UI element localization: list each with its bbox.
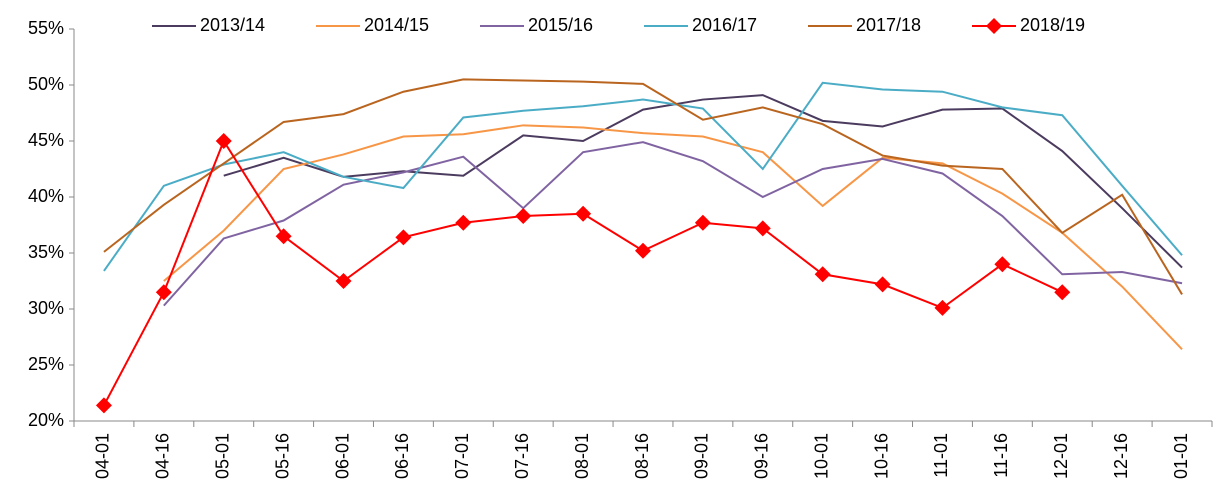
point-marker xyxy=(395,229,412,246)
y-tick-label: 30% xyxy=(28,298,64,318)
series-line xyxy=(163,141,1183,307)
y-tick-label: 20% xyxy=(28,410,64,430)
x-tick-label: 05-16 xyxy=(272,433,292,479)
y-tick-label: 55% xyxy=(28,18,64,38)
legend-label: 2014/15 xyxy=(364,15,429,35)
point-marker xyxy=(814,266,831,283)
x-tick-label: 12-16 xyxy=(1111,433,1131,479)
x-tick-label: 05-01 xyxy=(212,433,232,479)
x-tick-label: 10-16 xyxy=(871,433,891,479)
point-marker xyxy=(455,214,472,231)
legend-label: 2015/16 xyxy=(528,15,593,35)
x-tick-label: 11-16 xyxy=(991,433,1011,478)
point-marker xyxy=(575,205,592,222)
x-tick-label: 06-16 xyxy=(392,433,412,479)
series-line xyxy=(103,78,1183,295)
x-tick-label: 08-01 xyxy=(572,433,592,479)
series-line xyxy=(103,138,1063,406)
legend-label: 2017/18 xyxy=(856,15,921,35)
point-marker xyxy=(934,299,951,316)
point-marker xyxy=(994,256,1011,273)
x-tick-label: 11-01 xyxy=(931,433,951,478)
x-tick-label: 06-01 xyxy=(332,433,352,479)
x-tick-label: 04-01 xyxy=(93,433,113,479)
legend-label: 2018/19 xyxy=(1020,15,1085,35)
x-tick-label: 08-16 xyxy=(632,433,652,479)
legend-label: 2016/17 xyxy=(692,15,757,35)
x-tick-label: 12-01 xyxy=(1051,433,1071,479)
x-tick-label: 09-01 xyxy=(692,433,712,479)
y-tick-label: 45% xyxy=(28,130,64,150)
x-tick-label: 09-16 xyxy=(752,433,772,479)
point-marker xyxy=(515,208,532,225)
y-tick-label: 50% xyxy=(28,74,64,94)
y-tick-label: 35% xyxy=(28,242,64,262)
x-tick-label: 01-01 xyxy=(1171,433,1191,479)
point-marker xyxy=(215,133,232,149)
legend-marker xyxy=(986,18,1002,34)
point-marker xyxy=(1054,284,1071,301)
series-line xyxy=(223,94,1183,269)
point-marker xyxy=(635,242,651,259)
series-line xyxy=(103,81,1183,272)
point-marker xyxy=(694,214,711,231)
x-tick-label: 07-01 xyxy=(452,433,472,479)
point-marker xyxy=(335,273,352,289)
x-tick-label: 07-16 xyxy=(512,433,532,479)
point-marker xyxy=(754,220,771,237)
legend-label: 2013/14 xyxy=(200,15,265,35)
x-tick-label: 04-16 xyxy=(153,433,173,479)
y-tick-label: 40% xyxy=(28,186,64,206)
point-marker xyxy=(155,284,172,301)
y-tick-label: 25% xyxy=(28,354,64,374)
point-marker xyxy=(874,276,891,293)
x-tick-label: 10-01 xyxy=(811,433,831,479)
series-line xyxy=(163,124,1183,351)
point-marker xyxy=(275,228,292,245)
point-marker xyxy=(95,397,112,414)
